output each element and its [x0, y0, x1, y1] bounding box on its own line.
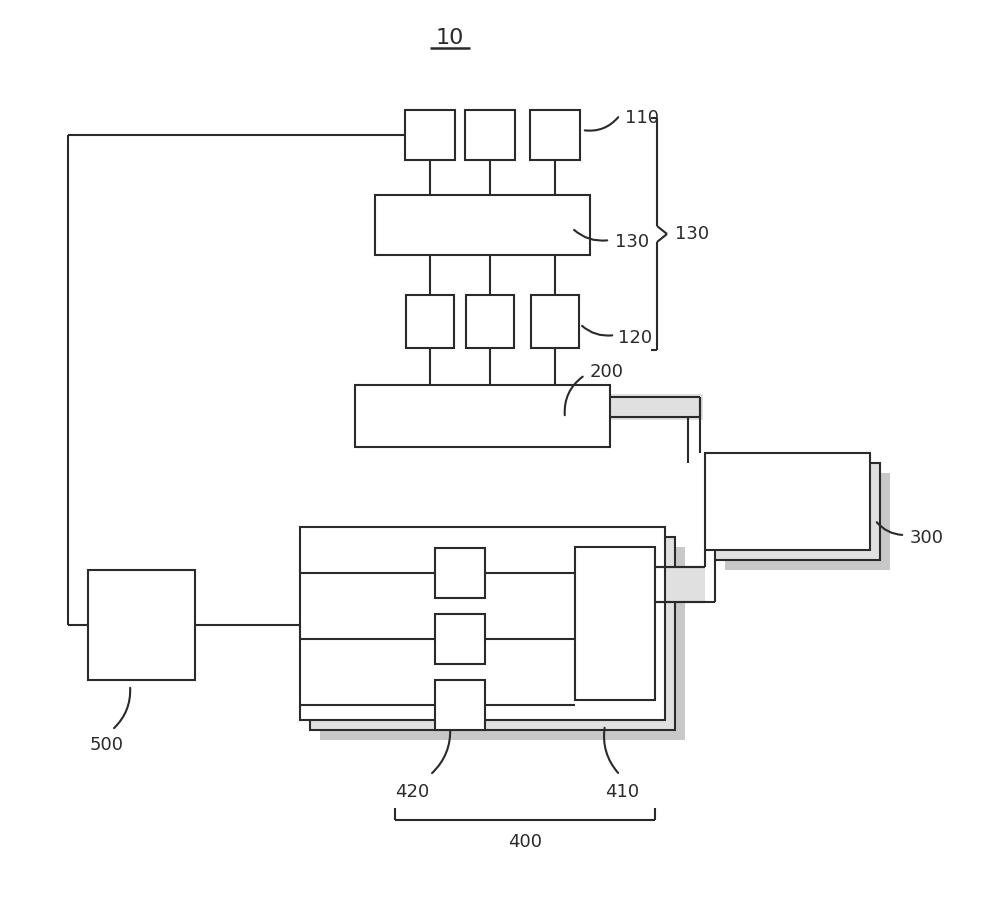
Bar [375, 195, 590, 255]
Bar [466, 295, 514, 348]
Text: 200: 200 [590, 363, 624, 381]
Bar [406, 295, 454, 348]
Bar [435, 614, 485, 664]
Bar [705, 453, 870, 550]
Text: 130: 130 [675, 225, 709, 243]
Bar [310, 537, 675, 730]
Bar [531, 295, 579, 348]
Bar [88, 570, 195, 680]
Bar [530, 110, 580, 160]
Bar [655, 567, 705, 602]
Text: 500: 500 [90, 736, 124, 754]
Bar [715, 463, 880, 560]
Bar [610, 394, 703, 420]
Bar [300, 527, 665, 720]
Text: 420: 420 [395, 783, 429, 801]
Bar [405, 110, 455, 160]
Text: 120: 120 [618, 329, 652, 347]
Bar [355, 385, 610, 447]
Text: 410: 410 [605, 783, 639, 801]
Text: 400: 400 [508, 833, 542, 851]
Text: 110: 110 [625, 109, 659, 127]
Bar [435, 680, 485, 730]
Bar [465, 110, 515, 160]
Bar [575, 547, 655, 700]
Bar [320, 547, 685, 740]
Bar [435, 548, 485, 598]
Bar [725, 473, 890, 570]
Text: 10: 10 [436, 28, 464, 48]
Text: 130: 130 [615, 233, 649, 251]
Text: 300: 300 [910, 529, 944, 547]
